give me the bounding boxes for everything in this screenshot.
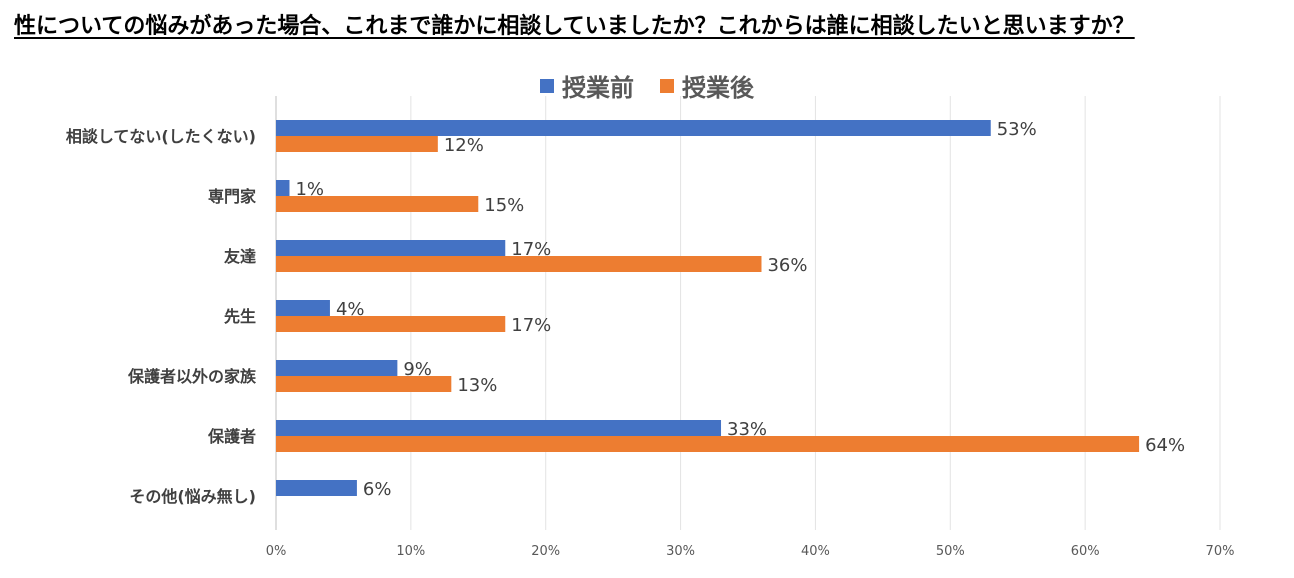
bar-before bbox=[276, 480, 357, 496]
bar-after bbox=[276, 136, 438, 152]
bar-before bbox=[276, 300, 330, 316]
x-tick-label-70: 70% bbox=[1206, 544, 1235, 559]
bar-after bbox=[276, 316, 506, 332]
data-label-before: 53% bbox=[997, 119, 1037, 140]
data-label-before: 33% bbox=[727, 419, 767, 440]
bar-before bbox=[276, 420, 722, 436]
x-tick-label-20: 20% bbox=[531, 544, 560, 559]
legend-item-before: 授業前 bbox=[540, 68, 634, 103]
legend-swatch-after bbox=[660, 78, 674, 93]
data-label-before: 9% bbox=[403, 359, 432, 380]
data-label-after: 12% bbox=[444, 135, 484, 156]
x-tick-label-50: 50% bbox=[936, 544, 965, 559]
bar-before bbox=[276, 120, 991, 136]
bar-after bbox=[276, 256, 762, 272]
category-label: 専門家 bbox=[208, 187, 257, 206]
legend-item-after: 授業後 bbox=[660, 68, 754, 103]
bar-after bbox=[276, 196, 479, 212]
data-label-after: 15% bbox=[484, 195, 524, 216]
bar-before bbox=[276, 240, 506, 256]
legend: 授業前 授業後 bbox=[0, 68, 1294, 103]
x-tick-label-0: 0% bbox=[266, 544, 287, 559]
bar-after bbox=[276, 436, 1140, 452]
data-label-before: 4% bbox=[336, 299, 365, 320]
x-tick-label-60: 60% bbox=[1071, 544, 1100, 559]
bar-before bbox=[276, 180, 290, 196]
data-label-before: 6% bbox=[363, 479, 392, 500]
category-label: 友達 bbox=[224, 247, 256, 266]
bar-after bbox=[276, 376, 452, 392]
category-label: その他(悩み無し) bbox=[129, 487, 256, 506]
x-tick-label-10: 10% bbox=[396, 544, 425, 559]
data-label-after: 36% bbox=[767, 255, 807, 276]
data-label-before: 1% bbox=[295, 179, 324, 200]
x-tick-label-40: 40% bbox=[801, 544, 830, 559]
x-tick-label-30: 30% bbox=[666, 544, 695, 559]
data-label-before: 17% bbox=[511, 239, 551, 260]
legend-label-before: 授業前 bbox=[562, 74, 634, 102]
category-label: 保護者 bbox=[207, 427, 256, 446]
category-label: 保護者以外の家族 bbox=[127, 367, 257, 386]
legend-swatch-before bbox=[540, 78, 554, 93]
data-label-after: 64% bbox=[1145, 435, 1185, 456]
legend-label-after: 授業後 bbox=[682, 74, 754, 102]
category-label: 先生 bbox=[224, 307, 256, 326]
data-label-after: 17% bbox=[511, 315, 551, 336]
data-label-after: 13% bbox=[457, 375, 497, 396]
chart-title: 性についての悩みがあった場合、これまで誰かに相談していましたか？これからは誰に相… bbox=[14, 14, 1135, 39]
bar-before bbox=[276, 360, 398, 376]
category-label: 相談してない(したくない) bbox=[66, 127, 256, 146]
